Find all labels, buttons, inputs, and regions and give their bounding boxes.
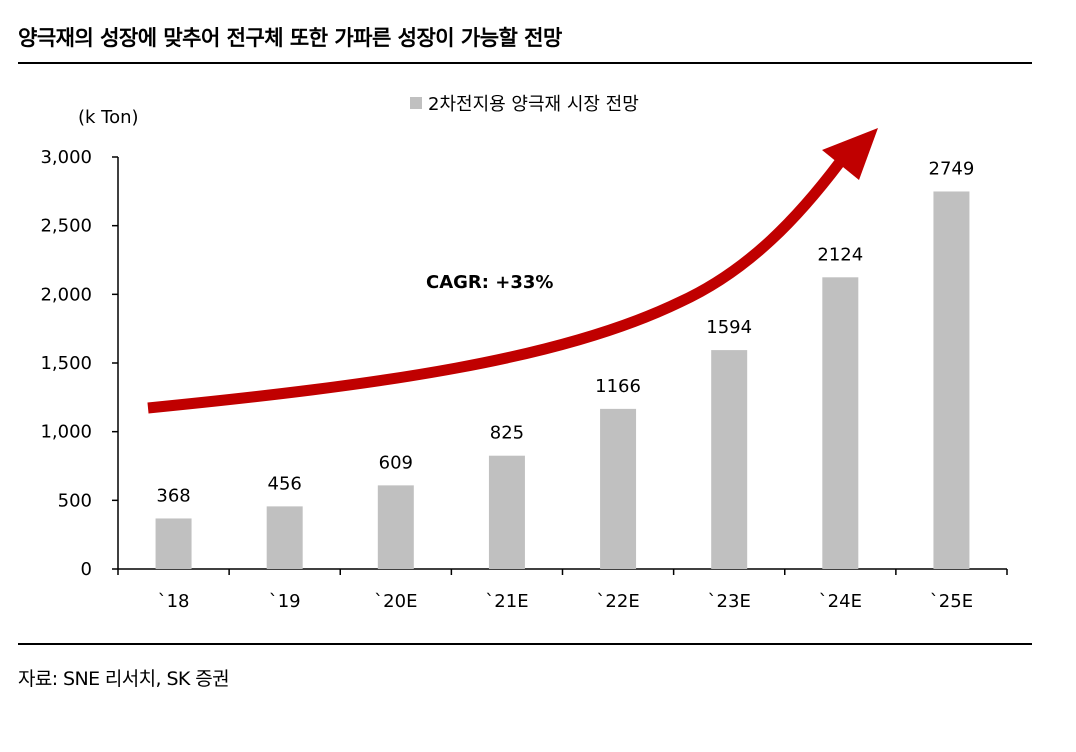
bar (600, 408, 637, 569)
x-tick-label: `25E (930, 591, 973, 612)
x-tick-label: `19 (269, 591, 301, 612)
bar (266, 506, 303, 569)
y-tick-label: 1,000 (40, 422, 92, 443)
bar-value-label: 2124 (817, 244, 863, 265)
y-axis-unit-label: (k Ton) (78, 107, 139, 128)
growth-arrow-curve (147, 158, 845, 414)
bar-value-label: 1166 (595, 376, 641, 397)
bar (933, 191, 970, 569)
y-tick-label: 500 (58, 490, 92, 511)
bar (711, 350, 748, 569)
y-tick-label: 3,000 (40, 147, 92, 168)
chart-y-tick-labels: 0 500 1,000 1,500 2,000 2,500 3,000 (40, 147, 92, 580)
title-rule (18, 62, 1032, 64)
cagr-annotation: CAGR: +33% (426, 272, 553, 293)
bar-value-label: 1594 (706, 317, 752, 338)
footer-rule (18, 643, 1032, 645)
chart-x-tick-labels: `18 `19 `20E `21E `22E `23E `24E `25E (158, 591, 973, 612)
bar (377, 485, 414, 569)
bar-value-label: 456 (268, 473, 302, 494)
bar (155, 518, 192, 569)
bar-value-label: 825 (490, 423, 524, 444)
chart-data-labels: 368 456 609 825 1166 1594 2124 2749 (156, 158, 974, 506)
x-tick-label: `20E (374, 591, 417, 612)
y-tick-label: 2,500 (40, 216, 92, 237)
y-tick-label: 1,500 (40, 353, 92, 374)
chart-axes (112, 156, 1008, 575)
y-tick-label: 0 (81, 559, 92, 580)
source-note: 자료: SNE 리서치, SK 증권 (18, 668, 230, 690)
legend-label: 2차전지용 양극재 시장 전망 (428, 94, 639, 115)
bar-value-label: 609 (379, 452, 413, 473)
chart-bars (155, 191, 970, 569)
bar-value-label: 368 (156, 485, 190, 506)
bar (822, 277, 859, 569)
legend-swatch (410, 97, 422, 109)
x-tick-label: `22E (596, 591, 639, 612)
bar (488, 455, 525, 569)
growth-arrowhead (822, 128, 878, 180)
x-tick-label: `24E (819, 591, 862, 612)
y-tick-label: 2,000 (40, 284, 92, 305)
bar-value-label: 2749 (929, 158, 975, 179)
x-tick-label: `23E (708, 591, 751, 612)
page-title: 양극재의 성장에 맞추어 전구체 또한 가파른 성장이 가능할 전망 (18, 26, 562, 50)
x-tick-label: `18 (158, 591, 190, 612)
x-tick-label: `21E (485, 591, 528, 612)
